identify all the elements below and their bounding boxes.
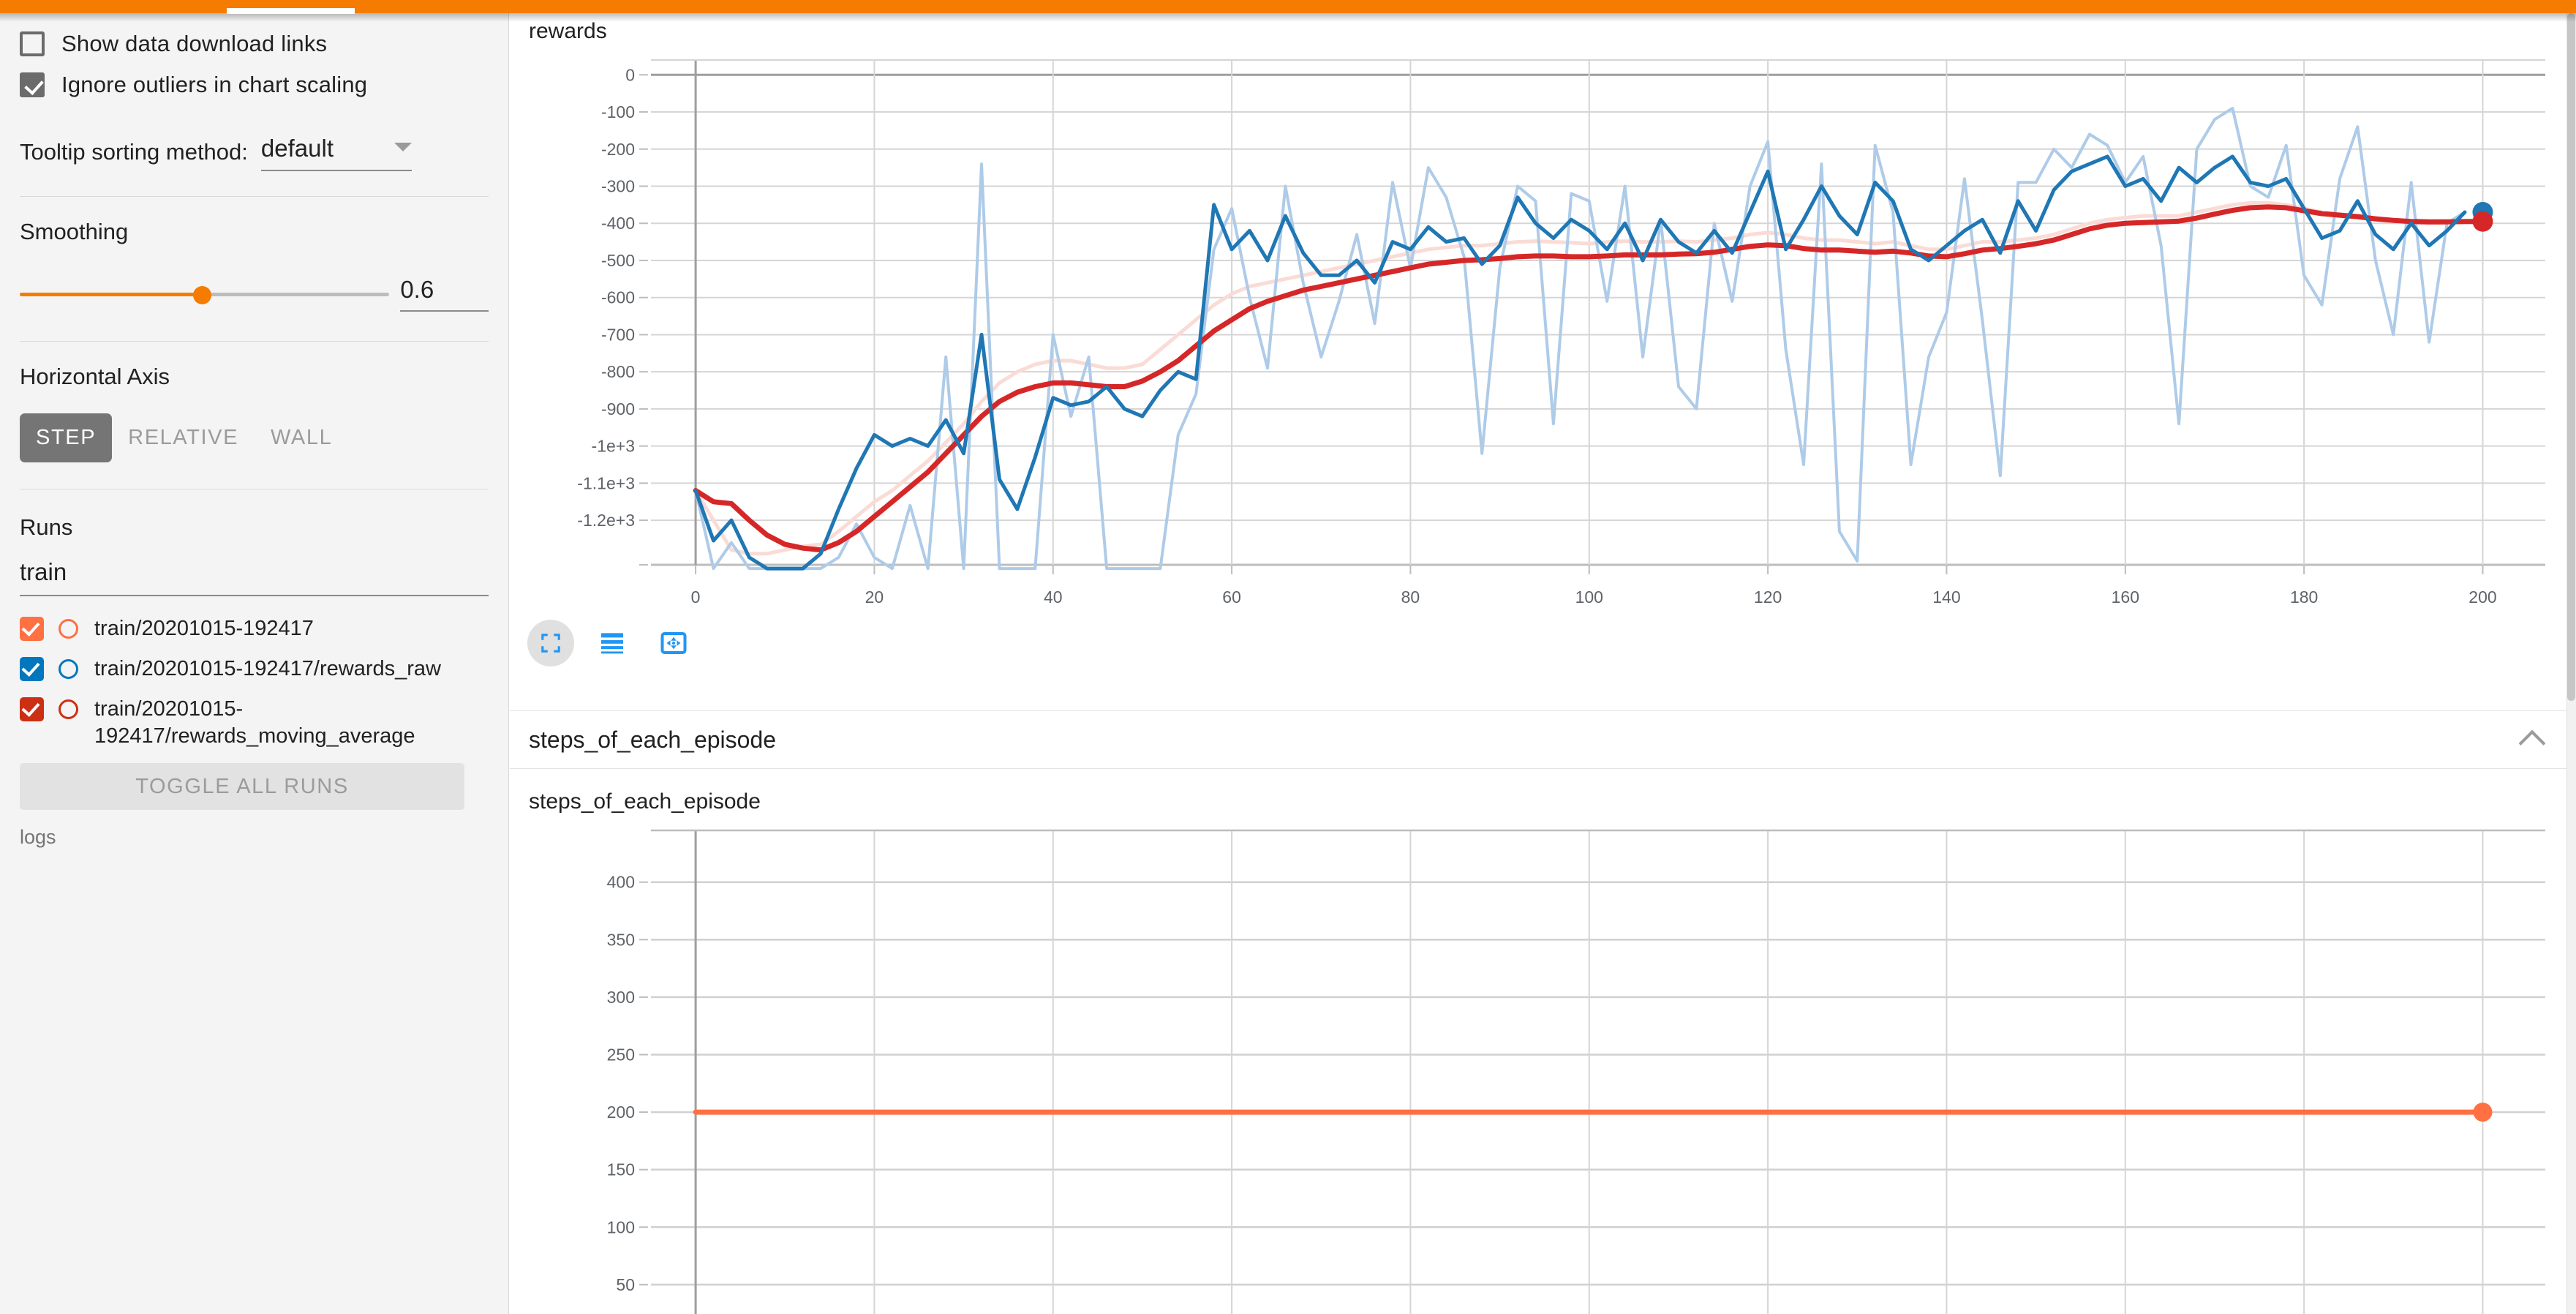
svg-text:20: 20	[865, 587, 884, 607]
svg-text:-400: -400	[601, 214, 635, 233]
runs-filter-field[interactable]: train	[20, 558, 489, 596]
data-table-icon[interactable]	[589, 620, 636, 667]
svg-text:200: 200	[607, 1103, 635, 1122]
smoothing-slider-fill	[20, 292, 203, 296]
svg-text:-100: -100	[601, 102, 635, 121]
active-tab-indicator	[227, 8, 355, 14]
run-item[interactable]: train/20201015-192417/rewards_raw	[20, 656, 489, 683]
svg-text:-600: -600	[601, 288, 635, 307]
horizontal-axis-buttons: STEP RELATIVE WALL	[20, 413, 489, 462]
run-item[interactable]: train/20201015-192417/rewards_moving_ave…	[20, 696, 489, 750]
svg-text:-1.1e+3: -1.1e+3	[577, 473, 635, 492]
run-color-ring	[59, 659, 78, 680]
divider-2	[20, 341, 489, 342]
horizontal-axis-relative-button[interactable]: RELATIVE	[128, 426, 239, 449]
vertical-scrollbar-track[interactable]	[2566, 13, 2576, 1314]
rewards-chart[interactable]: 0 -100 -200 -300 -400 -500 -600 -700 -800 -900 -1e…	[510, 44, 2566, 622]
runs-filter-input[interactable]: train	[20, 558, 67, 585]
svg-text:-500: -500	[601, 251, 635, 270]
settings-sidebar: Show data download links Ignore outliers…	[0, 13, 509, 1314]
smoothing-value-field[interactable]: 0.6	[400, 276, 489, 312]
tooltip-sorting-row: Tooltip sorting method: default	[20, 123, 489, 171]
vertical-scrollbar-thumb[interactable]	[2567, 13, 2575, 701]
data-table-glyph	[601, 633, 623, 654]
toggle-all-runs-button[interactable]: TOGGLE ALL RUNS	[20, 763, 464, 811]
svg-text:250: 250	[607, 1045, 635, 1064]
tooltip-sorting-select[interactable]: default	[260, 135, 412, 171]
run-checkbox[interactable]	[20, 657, 44, 682]
horizontal-axis-step-button[interactable]: STEP	[20, 413, 113, 462]
steps-chart-title: steps_of_each_episode	[529, 789, 761, 814]
smoothing-row: 0.6	[20, 276, 489, 312]
svg-text:0: 0	[625, 65, 635, 84]
run-label: train/20201015-192417/rewards_raw	[94, 657, 441, 681]
run-color-ring	[59, 619, 78, 639]
run-color-ring	[59, 699, 78, 720]
ignore-outliers-label: Ignore outliers in chart scaling	[61, 72, 368, 97]
horizontal-axis-title: Horizontal Axis	[20, 364, 170, 389]
smoothing-value: 0.6	[400, 276, 434, 303]
svg-text:120: 120	[1754, 587, 1782, 607]
horizontal-axis-wall-button[interactable]: WALL	[271, 426, 333, 449]
svg-text:0: 0	[691, 587, 701, 607]
rewards-chart-title: rewards	[529, 19, 607, 43]
svg-text:400: 400	[607, 873, 635, 892]
svg-text:-700: -700	[601, 325, 635, 344]
svg-text:-800: -800	[601, 362, 635, 381]
steps-plot-svg[interactable]: 400 350 300 250 200 150 100 50	[510, 814, 2566, 1314]
runs-title: Runs	[20, 514, 73, 540]
rewards-chart-toolbar	[527, 620, 697, 667]
run-checkbox[interactable]	[20, 697, 44, 722]
rewards-plot-svg[interactable]: 0 -100 -200 -300 -400 -500 -600 -700 -800 -900 -1e…	[510, 44, 2566, 622]
steps-chart-block: steps_of_each_episode 400 350 300 250 200 150…	[510, 784, 2566, 1314]
pan-icon[interactable]	[650, 620, 697, 667]
svg-text:100: 100	[607, 1217, 635, 1236]
run-label: train/20201015-192417/rewards_moving_ave…	[94, 697, 415, 748]
svg-text:180: 180	[2290, 587, 2318, 607]
divider-1	[20, 196, 489, 197]
svg-text:60: 60	[1222, 587, 1241, 607]
show-data-download-links-row[interactable]: Show data download links	[20, 23, 489, 64]
svg-text:140: 140	[1932, 587, 1960, 607]
svg-text:50: 50	[616, 1275, 635, 1294]
svg-text:-200: -200	[601, 140, 635, 159]
main-content: rewards 0 -100 -200 -300 -400 -500 -600 -700 -80…	[510, 13, 2566, 1314]
svg-text:300: 300	[607, 988, 635, 1007]
run-item[interactable]: train/20201015-192417	[20, 615, 489, 642]
smoothing-title: Smoothing	[20, 219, 129, 244]
run-label: train/20201015-192417	[94, 617, 314, 640]
steps-chart[interactable]: 400 350 300 250 200 150 100 50	[510, 814, 2566, 1314]
svg-text:40: 40	[1044, 587, 1063, 607]
run-checkbox[interactable]	[20, 617, 44, 641]
pan-glyph	[660, 632, 687, 654]
svg-text:350: 350	[607, 930, 635, 949]
svg-text:-900: -900	[601, 399, 635, 418]
smoothing-slider-thumb[interactable]	[193, 285, 211, 304]
fullscreen-glyph	[541, 634, 560, 653]
logs-label: logs	[20, 826, 56, 849]
svg-text:80: 80	[1401, 587, 1420, 607]
svg-text:-1e+3: -1e+3	[592, 437, 635, 456]
top-orange-bar	[0, 0, 2576, 14]
svg-text:200: 200	[2468, 587, 2496, 607]
show-data-download-links-label: Show data download links	[61, 31, 328, 56]
chevron-down-icon	[393, 143, 412, 151]
svg-text:-300: -300	[601, 177, 635, 196]
svg-text:100: 100	[1575, 587, 1603, 607]
svg-text:-1.2e+3: -1.2e+3	[577, 511, 635, 530]
tooltip-sorting-value: default	[260, 135, 334, 162]
fullscreen-icon[interactable]	[527, 620, 574, 667]
ignore-outliers-row[interactable]: Ignore outliers in chart scaling	[20, 64, 489, 105]
svg-text:150: 150	[607, 1160, 635, 1179]
svg-text:160: 160	[2112, 587, 2139, 607]
chevron-up-icon[interactable]	[2518, 729, 2546, 757]
smoothing-slider[interactable]	[20, 283, 389, 305]
show-data-download-links-checkbox[interactable]	[20, 31, 45, 56]
ignore-outliers-checkbox[interactable]	[20, 72, 45, 97]
steps-section-header[interactable]: steps_of_each_episode	[510, 710, 2566, 769]
tooltip-sorting-label: Tooltip sorting method:	[20, 139, 248, 165]
steps-section-title: steps_of_each_episode	[529, 726, 777, 753]
